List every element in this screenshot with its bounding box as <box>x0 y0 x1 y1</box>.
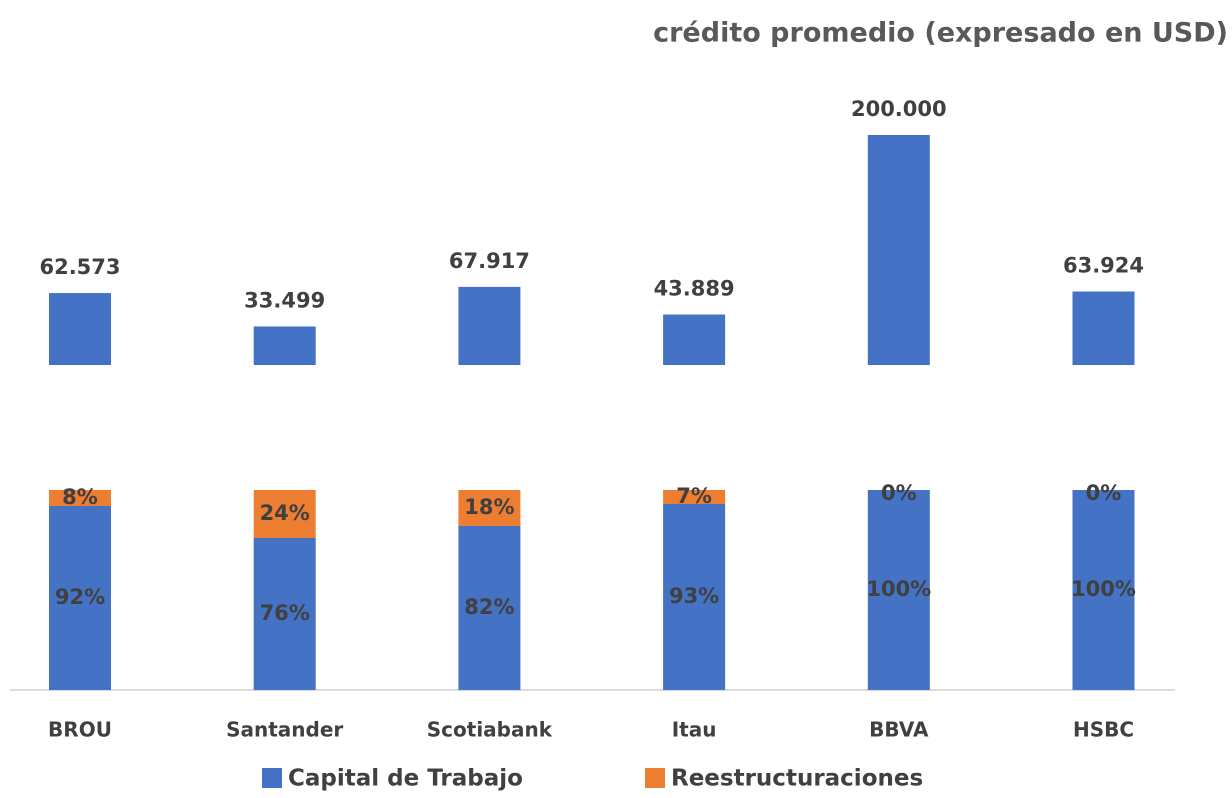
bar <box>1072 291 1135 365</box>
legend-label: Capital de Trabajo <box>288 766 523 792</box>
segment-label: 8% <box>62 485 98 509</box>
value-label: 62.573 <box>39 255 120 279</box>
x-tick-label: Santander <box>226 718 343 742</box>
segment-label: 18% <box>464 495 514 519</box>
x-tick-label: HSBC <box>1073 718 1134 742</box>
bar-segment <box>49 506 111 690</box>
bar <box>253 326 316 365</box>
bar <box>663 314 726 365</box>
bar-segment <box>458 490 521 526</box>
bar-segment <box>867 490 930 690</box>
bar-segment <box>1072 490 1135 690</box>
chart-title: crédito promedio (expresado en USD) <box>653 18 1228 49</box>
segment-label: 24% <box>260 501 310 525</box>
legend-label: Reestructuraciones <box>671 766 923 792</box>
segment-label: 7% <box>676 484 712 508</box>
x-tick-label: BBVA <box>869 718 929 742</box>
segment-label: 100% <box>1071 577 1136 601</box>
segment-label: 0% <box>881 481 917 505</box>
bar-segment <box>663 490 726 504</box>
value-label: 200.000 <box>851 97 947 121</box>
bar-segment <box>253 538 316 690</box>
legend-swatch <box>645 768 665 788</box>
legend-swatch <box>262 768 282 788</box>
x-tick-label: BROU <box>48 718 112 742</box>
bar-segment <box>49 490 111 506</box>
x-tick-label: Scotiabank <box>427 718 553 742</box>
value-label: 63.924 <box>1063 253 1144 277</box>
bar-segment <box>663 504 726 690</box>
value-label: 43.889 <box>654 277 735 301</box>
segment-label: 76% <box>260 601 310 625</box>
segment-label: 0% <box>1086 481 1122 505</box>
value-label: 33.499 <box>244 288 325 312</box>
segment-label: 100% <box>866 577 931 601</box>
value-label: 67.917 <box>449 249 530 273</box>
bar-segment <box>458 526 521 690</box>
segment-label: 82% <box>464 595 514 619</box>
segment-label: 93% <box>669 584 719 608</box>
x-tick-label: Itau <box>672 718 717 742</box>
bar <box>458 286 521 365</box>
bar <box>49 293 111 365</box>
segment-label: 92% <box>55 585 105 609</box>
bar-segment <box>253 490 316 538</box>
bar <box>867 135 930 365</box>
